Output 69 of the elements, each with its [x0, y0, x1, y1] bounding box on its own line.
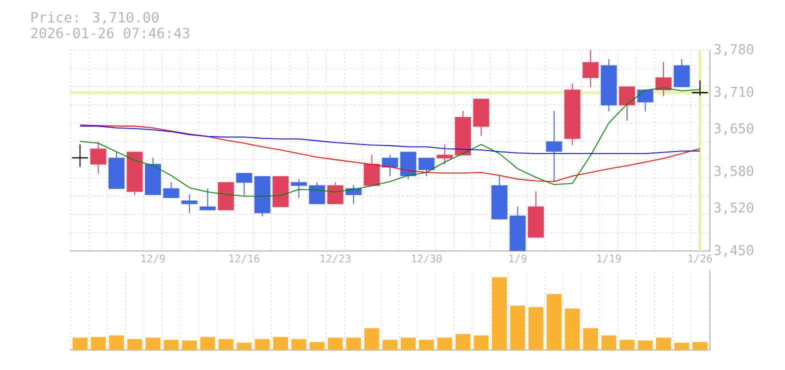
- bar: [656, 338, 671, 350]
- candlestick: [619, 86, 636, 122]
- bar: [291, 339, 306, 350]
- bar: [218, 339, 234, 350]
- bar: [145, 338, 160, 350]
- bar: [492, 277, 507, 350]
- candlestick: [364, 154, 380, 186]
- bar: [364, 328, 380, 350]
- candlestick: [655, 62, 672, 97]
- bar: [254, 339, 270, 350]
- bar: [546, 294, 562, 350]
- bar: [236, 342, 252, 350]
- x-tick-label: 12/16: [230, 254, 260, 264]
- x-tick-label: 12/9: [142, 254, 165, 264]
- candlestick: [163, 182, 180, 199]
- x-tick-label: 1/9: [509, 254, 526, 264]
- bar: [692, 342, 708, 350]
- bar: [310, 342, 325, 350]
- chart-subtitle: 2026-01-26 07:46:43: [31, 28, 190, 38]
- y-tick-label: 3,780: [714, 44, 754, 56]
- candlestick: [436, 144, 453, 166]
- bar: [528, 307, 544, 350]
- candlestick: [691, 80, 709, 96]
- bar: [109, 335, 124, 350]
- bar: [328, 338, 343, 350]
- bar: [583, 328, 598, 350]
- bar: [601, 335, 616, 350]
- bar: [638, 340, 653, 350]
- bar: [182, 340, 197, 350]
- bar: [474, 335, 489, 350]
- bar: [400, 338, 416, 350]
- bar: [273, 336, 288, 350]
- candlestick: [637, 89, 654, 112]
- candlestick: [181, 194, 198, 214]
- candlestick: [90, 141, 106, 174]
- bar: [382, 340, 398, 350]
- candlestick: [546, 110, 562, 183]
- bar: [127, 339, 142, 350]
- y-tick-label: 3,650: [714, 123, 754, 136]
- y-tick-label: 3,710: [714, 86, 754, 99]
- x-tick-label: 12/30: [412, 254, 442, 264]
- bar: [455, 334, 470, 350]
- candlestick: [200, 188, 216, 211]
- x-tick-label: 1/26: [688, 254, 712, 264]
- y-tick-label: 3,580: [714, 166, 754, 178]
- bar: [346, 338, 362, 350]
- bar: [674, 342, 690, 350]
- candlestick: [418, 157, 434, 177]
- bar: [72, 338, 88, 350]
- bar: [200, 336, 216, 350]
- candlestick: [582, 50, 599, 88]
- candlestick: [674, 58, 690, 88]
- bar: [620, 340, 635, 350]
- y-tick-label: 3,450: [714, 245, 754, 257]
- bar: [90, 336, 106, 350]
- bar: [164, 340, 179, 350]
- candlestick: [71, 144, 89, 168]
- bar: [418, 340, 434, 350]
- candlestick: [236, 172, 252, 196]
- x-tick-label: 1/19: [597, 254, 621, 264]
- chart-title: Price: 3,710.00: [32, 12, 159, 24]
- candlestick: [382, 154, 398, 177]
- candlestick: [290, 178, 307, 199]
- bar: [564, 308, 580, 350]
- y-tick-label: 3,520: [714, 202, 754, 214]
- bar: [510, 306, 526, 350]
- candlestick: [309, 182, 326, 205]
- bar: [437, 338, 452, 350]
- x-tick-label: 12/23: [320, 254, 350, 264]
